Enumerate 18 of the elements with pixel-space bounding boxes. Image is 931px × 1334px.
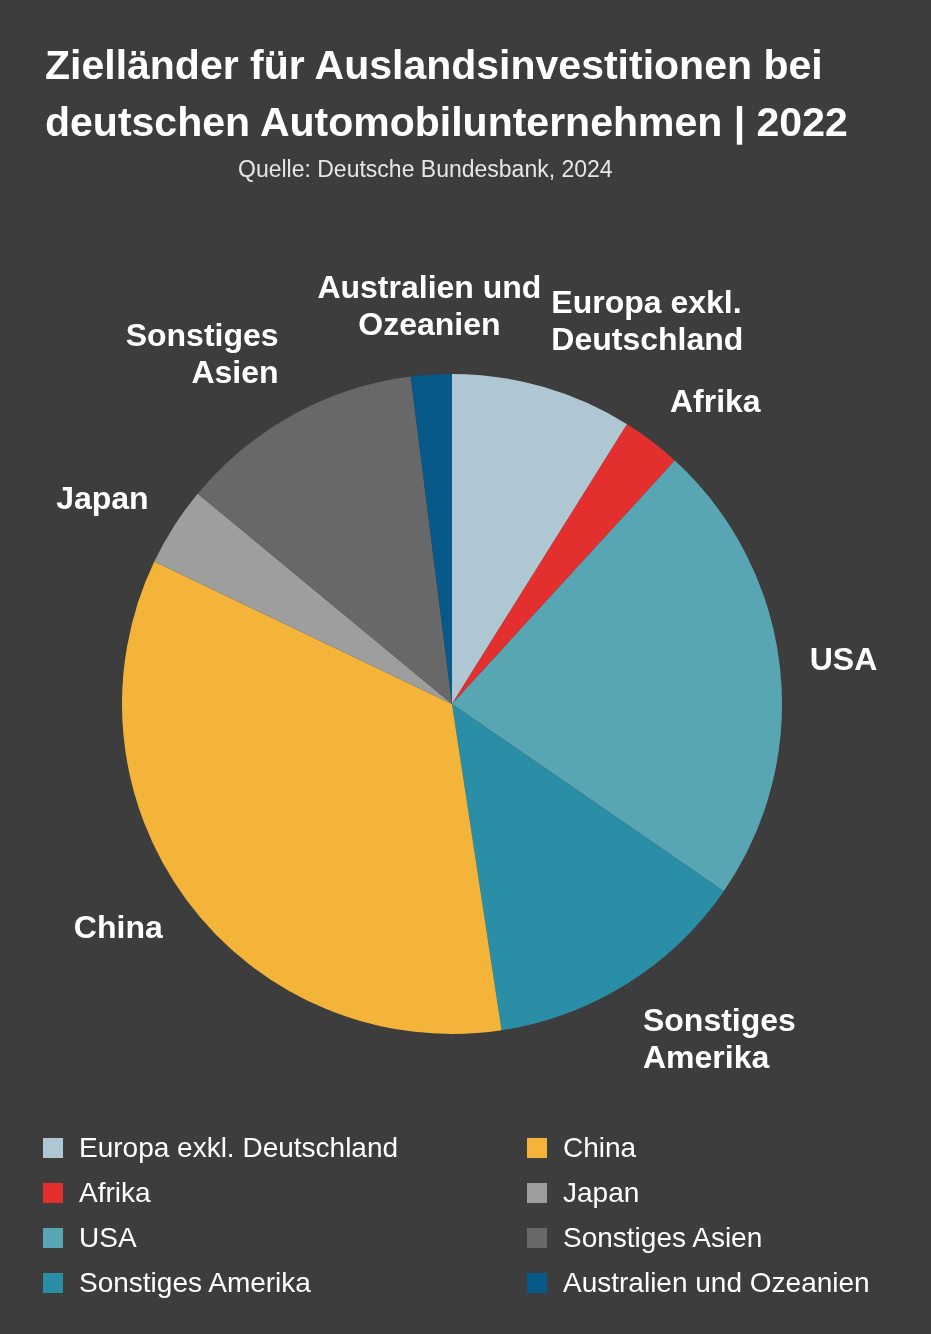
- legend-label: Sonstiges Amerika: [79, 1266, 311, 1299]
- legend-label: Sonstiges Asien: [563, 1221, 763, 1254]
- slice-label: Sonstiges Amerika: [642, 1001, 796, 1075]
- slice-label: Japan: [56, 480, 149, 517]
- slice-label: Afrika: [669, 382, 761, 419]
- source-note: Quelle: Deutsche Bundesbank, 2024: [238, 156, 613, 183]
- legend-label: Japan: [563, 1176, 640, 1209]
- slice-label: USA: [809, 641, 878, 678]
- chart-title: Zielländer für Auslandsinvestitionen bei deutschen Automobilunternehmen | 2022: [45, 41, 849, 147]
- slice-label: China: [73, 909, 163, 946]
- legend-label: Australien und Ozeanien: [563, 1266, 870, 1299]
- legend-label: China: [563, 1131, 637, 1164]
- slice-label: Sonstiges Asien: [125, 317, 279, 391]
- slice-label: Europa exkl. Deutschland: [551, 283, 744, 357]
- legend-label: Afrika: [79, 1176, 151, 1209]
- legend-label: USA: [79, 1221, 137, 1254]
- slice-label: Australien und Ozeanien: [317, 269, 542, 343]
- legend-label: Europa exkl. Deutschland: [79, 1131, 399, 1164]
